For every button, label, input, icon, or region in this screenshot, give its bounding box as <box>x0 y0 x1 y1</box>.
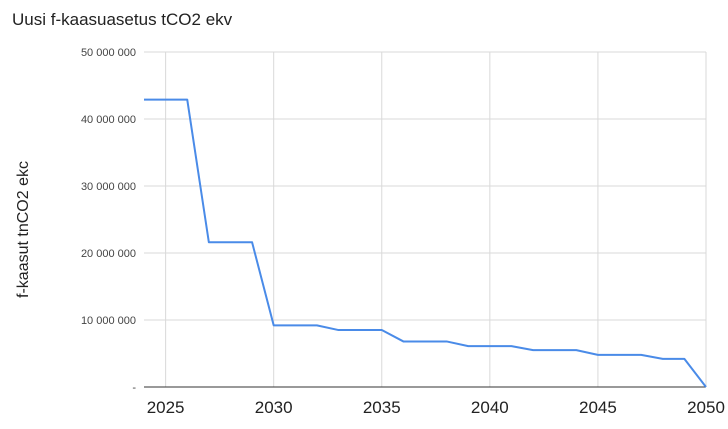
series-line <box>144 98 707 388</box>
grid-layer <box>144 51 707 387</box>
chart-title: Uusi f-kaasuasetus tCO2 ekv <box>12 10 233 29</box>
y-tick-label: 10 000 000 <box>81 315 136 327</box>
y-tick-label: 50 000 000 <box>81 47 136 59</box>
x-tick-label: 2035 <box>363 398 401 417</box>
y-tick-label: 40 000 000 <box>81 114 136 126</box>
x-tick-label: 2025 <box>147 398 185 417</box>
x-tick-label: 2050 <box>687 398 725 417</box>
x-axis-ticks: 2025 2030 2035 2040 2045 2050 <box>147 398 725 417</box>
x-tick-label: 2040 <box>471 398 509 417</box>
x-tick-label: 2045 <box>579 398 617 417</box>
y-tick-label: - <box>132 382 136 394</box>
y-tick-label: 20 000 000 <box>81 248 136 260</box>
y-axis-label: f-kaasut tnCO2 ekc <box>15 161 32 298</box>
y-axis-ticks: - 10 000 000 20 000 000 30 000 000 40 000 00… <box>81 47 136 394</box>
y-tick-label: 30 000 000 <box>81 181 136 193</box>
series-layer <box>144 98 707 388</box>
x-tick-label: 2030 <box>255 398 293 417</box>
